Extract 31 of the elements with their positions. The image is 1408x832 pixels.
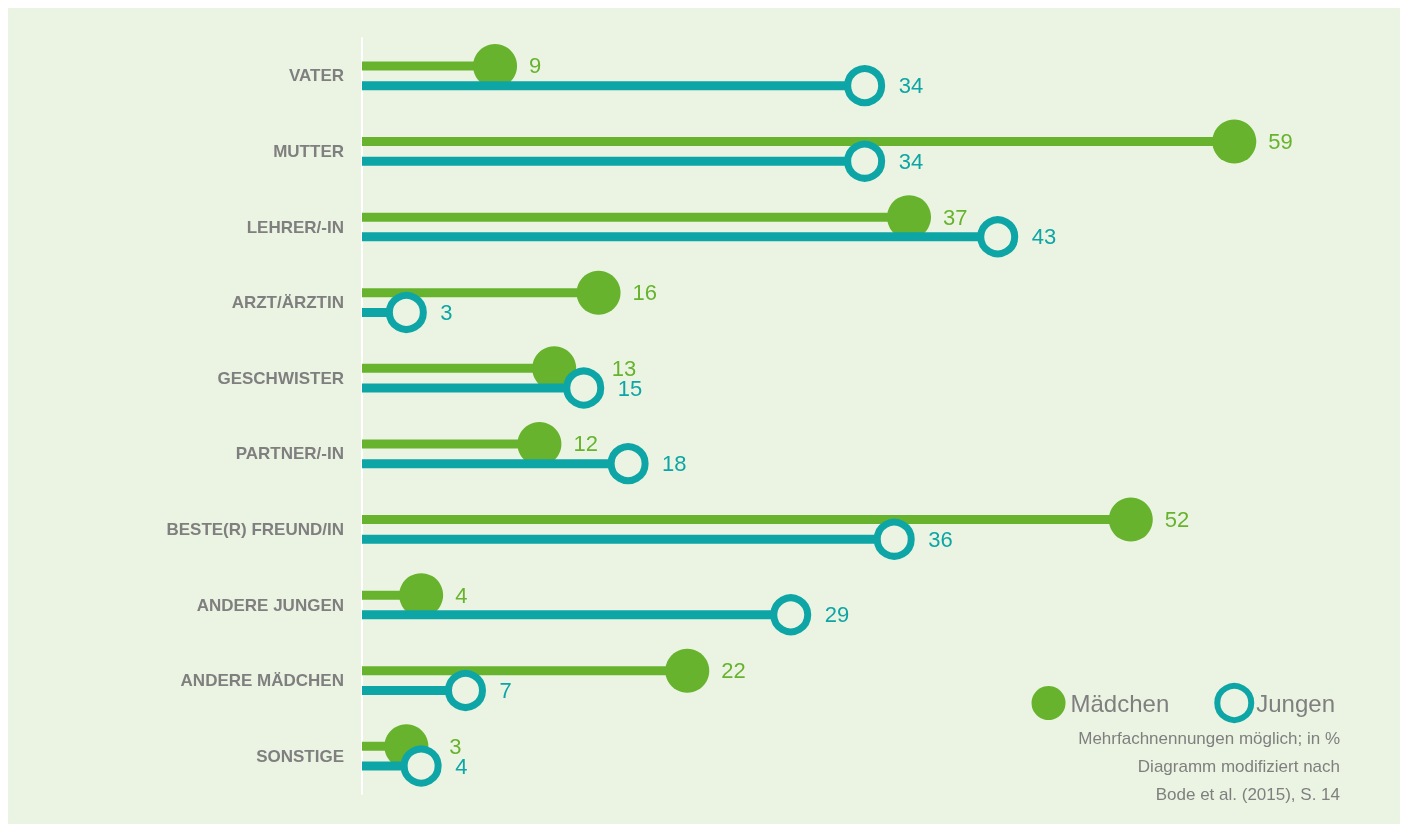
y-tick-label: SONSTIGE	[256, 746, 344, 766]
data-label: 4	[455, 582, 468, 608]
y-tick-label: GESCHWISTER	[217, 368, 344, 388]
y-tick-label: VATER	[288, 66, 344, 86]
data-label: 12	[573, 431, 598, 457]
data-label: 59	[1268, 129, 1293, 155]
data-label: 7	[499, 677, 512, 703]
data-label: 52	[1164, 507, 1190, 533]
y-tick-label: ANDERE JUNGEN	[196, 595, 344, 615]
data-label: 18	[662, 451, 687, 477]
annotation: Bode et al. (2015), S. 14	[1155, 785, 1341, 804]
data-label: 34	[898, 148, 924, 174]
y-tick-label: PARTNER/-IN	[235, 444, 344, 464]
y-tick-label: ANDERE MÄDCHEN	[180, 671, 344, 691]
data-label: 37	[943, 204, 968, 230]
data-label: 9	[529, 53, 542, 79]
data-label: 22	[721, 658, 746, 684]
data-label: 16	[632, 280, 658, 306]
data-label: 3	[440, 299, 453, 325]
data-label: 29	[824, 602, 850, 628]
annotation: Mehrfachnennungen möglich; in %	[1078, 729, 1341, 748]
annotation: Diagramm modifiziert nach	[1137, 757, 1341, 776]
y-tick-label: ARZT/ÄRZTIN	[231, 293, 344, 313]
legend-label: Mädchen	[1070, 689, 1170, 717]
data-label: 43	[1031, 224, 1057, 250]
legend-label: Jungen	[1256, 689, 1336, 717]
y-tick-label: MUTTER	[273, 141, 344, 161]
data-label: 36	[928, 526, 953, 552]
y-tick-label: BESTE(R) FREUND/IN	[166, 519, 344, 539]
y-tick-label: LEHRER/-IN	[246, 217, 344, 237]
data-label: 34	[898, 73, 924, 99]
